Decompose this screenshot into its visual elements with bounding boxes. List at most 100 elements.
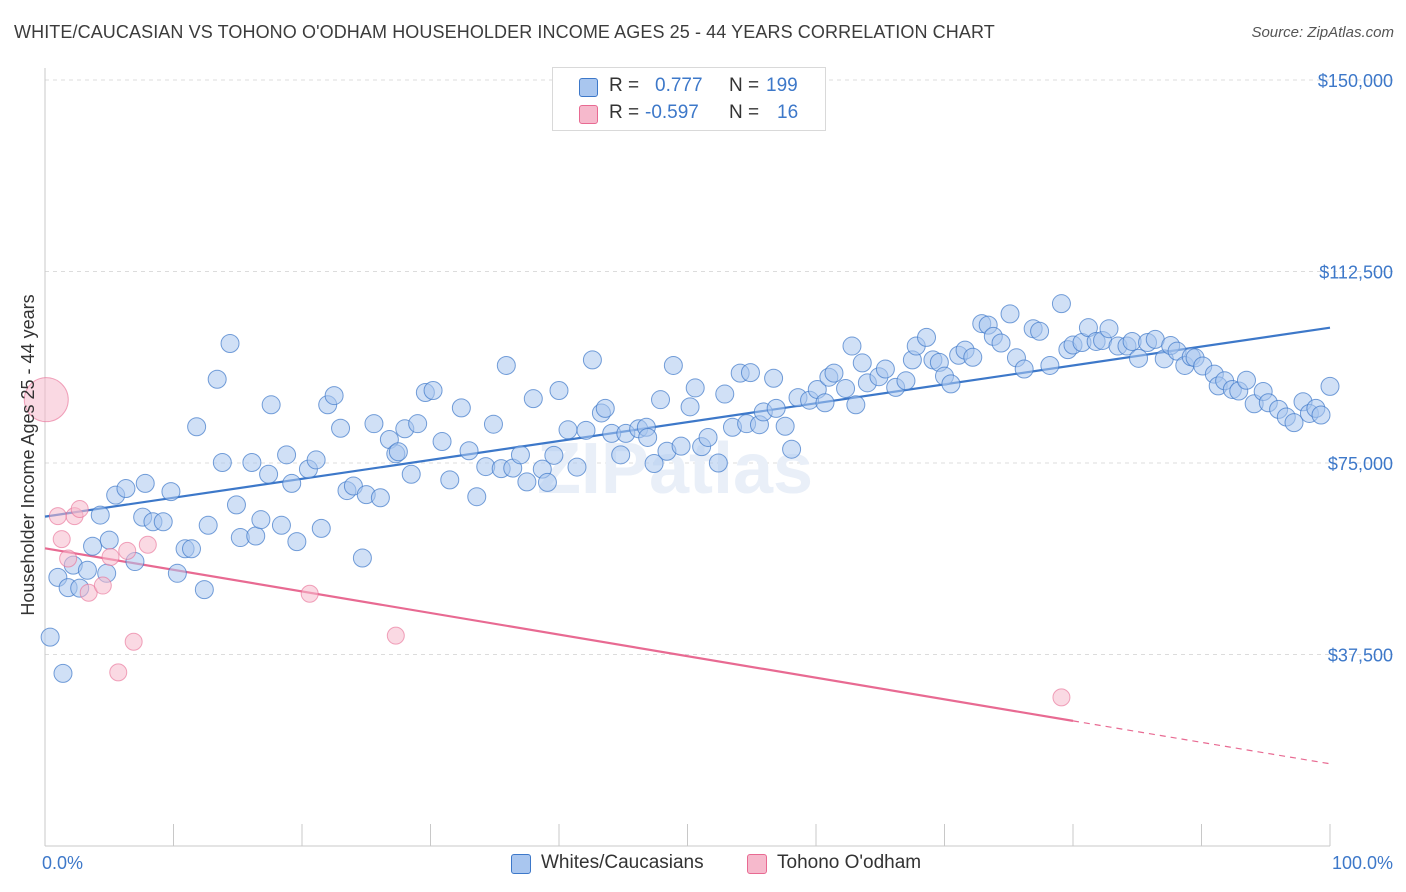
point-whites (167, 563, 187, 583)
point-whites (83, 536, 103, 556)
point-tohono (138, 535, 157, 554)
point-tohono (23, 377, 69, 423)
point-whites (364, 414, 384, 434)
point-whites (135, 473, 155, 493)
point-tohono (48, 507, 67, 526)
point-tohono (70, 499, 89, 518)
point-whites (311, 518, 331, 538)
point-whites (671, 436, 691, 456)
y-tick-label: $150,000 (1318, 71, 1393, 91)
point-whites (680, 397, 700, 417)
point-whites (287, 532, 307, 552)
bottom-legend-tohono: Tohono O'odham (747, 851, 947, 877)
point-whites (53, 663, 73, 683)
point-whites (663, 355, 683, 375)
point-whites (401, 464, 421, 484)
point-tohono (79, 583, 98, 602)
point-whites (651, 390, 671, 410)
point-whites (423, 380, 443, 400)
point-whites (963, 347, 983, 367)
trend-line-whites (44, 326, 1331, 518)
point-whites (90, 505, 110, 525)
point-whites (685, 378, 705, 398)
point-whites (510, 445, 530, 465)
bottom-legend-label-whites: Whites/Caucasians (541, 852, 704, 873)
point-whites (698, 427, 718, 447)
point-whites (161, 482, 181, 502)
legend-n-value: 199 (766, 75, 798, 96)
bottom-legend-swatch-whites (511, 854, 531, 874)
point-tohono (124, 632, 143, 651)
point-whites (1099, 319, 1119, 339)
tick-labels: $37,500 $75,000 $112,500 $150,000 0.0% 100.0% (42, 71, 1393, 873)
legend-swatch-tohono (579, 105, 598, 124)
point-whites (451, 398, 471, 418)
point-whites (242, 452, 262, 472)
point-whites (846, 395, 866, 415)
point-whites (116, 479, 136, 499)
point-whites (708, 453, 728, 473)
point-whites (408, 414, 428, 434)
point-whites (271, 515, 291, 535)
point-whites (576, 420, 596, 440)
y-tick-label: $112,500 (1319, 263, 1393, 283)
legend: R = 0.777 N = 199 R = -0.597 N = 16 (552, 67, 826, 131)
point-whites (775, 416, 795, 436)
legend-row-tohono: R = -0.597 N = 16 (553, 99, 825, 127)
point-whites (99, 530, 119, 550)
point-whites (824, 363, 844, 383)
point-whites (715, 384, 735, 404)
bottom-legend-swatch-tohono (747, 854, 767, 874)
point-whites (467, 487, 487, 507)
point-whites (194, 580, 214, 600)
legend-r-value: -0.597 (645, 102, 699, 123)
point-whites (875, 359, 895, 379)
point-whites (537, 472, 557, 492)
point-whites (1129, 348, 1149, 368)
point-whites (766, 398, 786, 418)
point-whites (595, 398, 615, 418)
point-tohono (118, 541, 137, 560)
point-whites (220, 334, 240, 354)
point-whites (1284, 413, 1304, 433)
point-whites (207, 369, 227, 389)
point-whites (370, 488, 390, 508)
x-tick-label: 100.0% (1332, 853, 1393, 873)
point-whites (181, 539, 201, 559)
point-whites (567, 457, 587, 477)
point-whites (212, 452, 232, 472)
point-whites (277, 445, 297, 465)
point-whites (432, 432, 452, 452)
point-whites (251, 510, 271, 530)
point-whites (331, 418, 351, 438)
point-whites (483, 414, 503, 434)
point-whites (282, 473, 302, 493)
bottom-legend-label-tohono: Tohono O'odham (777, 852, 922, 873)
point-whites (523, 389, 543, 409)
point-tohono (93, 576, 112, 595)
y-axis-label: Householder Income Ages 25 - 44 years (18, 294, 38, 615)
legend-n-value: 16 (777, 102, 799, 123)
point-whites (1000, 304, 1020, 324)
y-tick-label: $75,000 (1328, 454, 1393, 474)
point-whites (388, 442, 408, 462)
point-whites (991, 333, 1011, 353)
point-whites (259, 464, 279, 484)
axes (44, 68, 1331, 847)
legend-r-label: R = (609, 75, 640, 96)
point-tohono (109, 663, 128, 682)
trend-line-tohono (44, 547, 1074, 722)
point-whites (764, 368, 784, 388)
point-whites (226, 495, 246, 515)
point-whites (896, 371, 916, 391)
legend-r-value: 0.777 (655, 75, 703, 96)
trend-lines (44, 326, 1331, 765)
point-whites (40, 627, 60, 647)
point-whites (782, 439, 802, 459)
point-whites (261, 395, 281, 415)
y-tick-label: $37,500 (1328, 646, 1393, 666)
point-whites (836, 378, 856, 398)
point-whites (77, 560, 97, 580)
point-whites (941, 374, 961, 394)
point-whites (1030, 321, 1050, 341)
